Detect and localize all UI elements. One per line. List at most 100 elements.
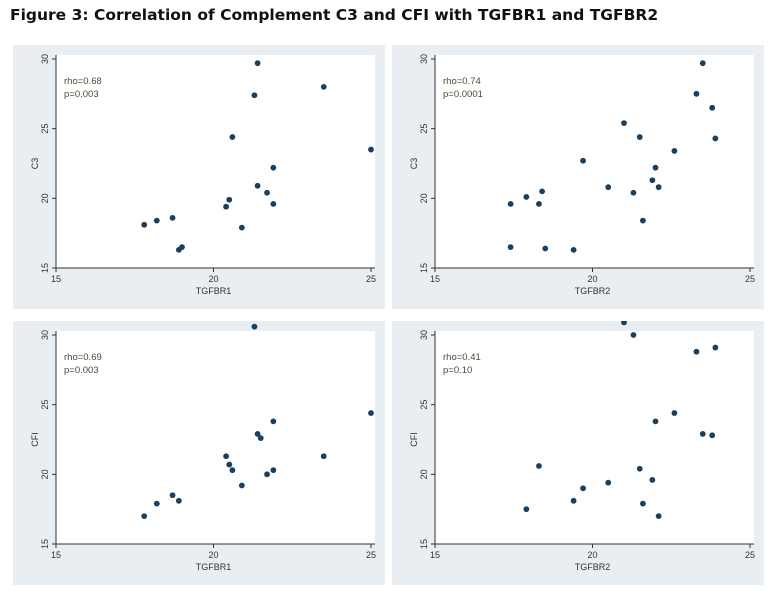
x-tick-label: 20	[208, 550, 218, 560]
data-point	[507, 201, 514, 207]
scatter-panel-cfi-tgfbr1: 15 20 25 15 20 25 30 TGFBR1 CFI rho=0.69 p=0.003	[13, 321, 385, 585]
data-point	[621, 321, 627, 326]
rho-annotation: rho=0.74	[443, 76, 481, 87]
data-point	[709, 432, 716, 439]
data-point	[655, 513, 662, 520]
data-point	[649, 177, 656, 184]
data-point	[368, 410, 374, 416]
y-tick-label: 30	[40, 54, 50, 64]
data-point	[652, 164, 659, 171]
data-point	[320, 83, 327, 90]
data-point	[141, 221, 148, 228]
data-point	[141, 513, 148, 520]
figure-title: Figure 3: Correlation of Complement C3 a…	[10, 6, 659, 24]
data-point	[251, 323, 258, 330]
y-tick-label: 25	[419, 124, 429, 134]
data-point	[238, 482, 245, 489]
data-point	[270, 418, 277, 425]
data-point	[536, 201, 542, 207]
plot-area	[56, 55, 375, 268]
data-point	[523, 506, 530, 513]
data-point	[223, 203, 230, 210]
rho-annotation: rho=0.41	[443, 352, 481, 363]
data-point	[652, 418, 659, 425]
y-tick-label: 30	[419, 330, 429, 340]
data-point	[570, 497, 577, 504]
data-point	[257, 435, 264, 442]
data-point	[693, 348, 700, 355]
y-tick-label: 15	[419, 539, 429, 549]
x-tick-label: 20	[587, 274, 597, 284]
y-tick-label: 30	[419, 54, 429, 64]
data-point	[270, 201, 277, 207]
data-point	[264, 471, 270, 478]
x-tick-label: 15	[430, 274, 440, 284]
data-point	[699, 60, 706, 67]
data-point	[605, 479, 612, 486]
y-axis-title: C3	[30, 158, 40, 170]
x-axis-title: TGFBR2	[575, 562, 611, 572]
x-tick-label: 25	[366, 550, 376, 560]
data-point	[570, 246, 577, 253]
x-axis-title: TGFBR2	[575, 286, 611, 296]
data-point	[536, 463, 542, 469]
data-point	[630, 332, 637, 338]
plot-area	[435, 331, 754, 544]
x-axis-title: TGFBR1	[196, 286, 232, 296]
y-axis-title: CFI	[409, 432, 419, 447]
y-tick-label: 30	[40, 330, 50, 340]
data-point	[507, 244, 514, 251]
data-point	[671, 410, 678, 416]
data-point	[153, 500, 160, 507]
y-axis-title: C3	[409, 158, 419, 170]
rho-annotation: rho=0.68	[64, 76, 102, 87]
x-axis-title: TGFBR1	[196, 562, 232, 572]
y-tick-label: 15	[419, 263, 429, 273]
data-point	[709, 104, 716, 111]
data-point	[630, 189, 637, 196]
rho-annotation: rho=0.69	[64, 352, 102, 363]
data-point	[649, 477, 656, 483]
data-point	[636, 134, 643, 140]
data-point	[223, 453, 230, 460]
data-point	[640, 500, 646, 507]
chart-svg: 15 20 25 15 20 25 30 TGFBR2 CFI rho=0.41 p=0.10	[392, 321, 764, 585]
data-point	[254, 60, 261, 67]
data-point	[693, 90, 700, 97]
data-point	[320, 453, 327, 460]
data-point	[270, 467, 277, 474]
x-tick-label: 15	[430, 550, 440, 560]
chart-svg: 15 20 25 15 20 25 30 TGFBR2 C3 rho=0.74 p=0.0001	[392, 45, 764, 309]
data-point	[580, 157, 586, 164]
scatter-panel-cfi-tgfbr2: 15 20 25 15 20 25 30 TGFBR2 CFI rho=0.41 p=0.10	[392, 321, 764, 585]
scatter-panel-c3-tgfbr1: 15 20 25 15 20 25 30 TGFBR1 C3 rho=0.68 p=0.003	[13, 45, 385, 309]
data-point	[229, 134, 236, 140]
y-tick-label: 20	[40, 193, 50, 203]
x-tick-label: 15	[51, 550, 61, 560]
data-point	[368, 146, 374, 153]
x-tick-label: 15	[51, 274, 61, 284]
x-tick-label: 20	[208, 274, 218, 284]
y-tick-label: 15	[40, 263, 50, 273]
data-point	[251, 92, 258, 99]
data-point	[640, 217, 646, 224]
chart-svg: 15 20 25 15 20 25 30 TGFBR1 CFI rho=0.69 p=0.003	[13, 321, 385, 585]
p-value-annotation: p=0.003	[64, 365, 99, 376]
data-point	[238, 224, 245, 231]
data-point	[226, 461, 233, 468]
p-value-annotation: p=0.10	[443, 365, 472, 376]
plot-area	[56, 331, 375, 544]
data-point	[264, 189, 270, 196]
chart-svg: 15 20 25 15 20 25 30 TGFBR1 C3 rho=0.68 p=0.003	[13, 45, 385, 309]
x-tick-label: 20	[587, 550, 597, 560]
plot-area	[435, 55, 754, 268]
data-point	[712, 344, 719, 351]
data-point	[254, 182, 261, 189]
y-tick-label: 25	[419, 400, 429, 410]
data-point	[605, 184, 612, 191]
p-value-annotation: p=0.0001	[443, 89, 483, 100]
data-point	[580, 485, 586, 492]
data-point	[270, 164, 277, 171]
data-point	[175, 497, 182, 504]
data-point	[655, 184, 662, 191]
